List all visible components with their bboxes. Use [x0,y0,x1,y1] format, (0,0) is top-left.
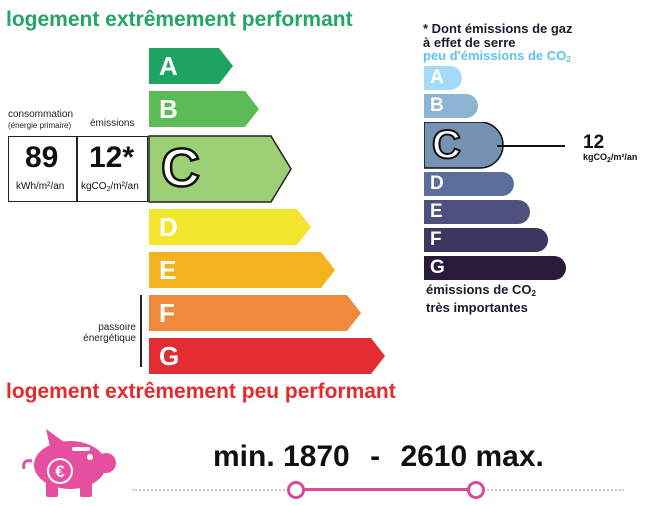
energy-class-letter: G [159,341,180,371]
ges-low-label: peu d'émissions de CO2 [423,48,571,64]
ges-class-b: B [424,94,482,118]
range-min-handle [287,481,305,499]
cost-min: min. 1870 [213,440,350,473]
ges-class-letter: A [430,67,444,88]
ges-bar-shape [424,172,514,196]
ges-class-letter: F [430,229,442,250]
passoire-bracket [140,295,142,367]
ges-high-label: émissions de CO2 très importantes [426,282,536,315]
energy-class-letter: D [159,212,178,242]
energy-arrow-shape [148,135,292,203]
energy-class-letter: C [160,137,202,200]
ges-bar-shape [424,66,462,90]
values-box: 89 kWh/m²/an 12* kgCO2/m²/an [8,136,148,202]
energy-class-letter: B [159,94,178,124]
energy-arrow-shape [149,252,335,288]
ges-class-g: G [424,256,570,280]
ges-unit: kgCO2/m²/an [583,152,638,164]
cost-max: 2610 max. [400,440,544,473]
ges-high-line2: très importantes [426,300,528,315]
consumption-label: consommation (énergie primaire) [8,109,73,131]
passoire-line1: passoire [98,322,136,333]
ges-class-d: D [424,172,518,196]
ges-class-e: E [424,200,534,224]
consumption-value: 89 [25,141,59,174]
emissions-label: émissions [90,118,135,129]
range-max-handle [467,481,485,499]
ges-class-c: C [423,121,507,169]
ges-note: * Dont émissions de gaz à effet de serre [423,22,573,50]
title-bottom: logement extrêmement peu performant [6,380,396,403]
passoire-label: passoire énergétique [80,322,136,344]
ges-bar-shape [424,256,566,280]
ges-class-f: F [424,228,552,252]
ges-note-line1: * Dont émissions de gaz [423,21,573,36]
euro-symbol: € [55,462,65,481]
title-top: logement extrêmement performant [6,8,353,31]
emissions-unit: kgCO2/m²/an [81,181,139,193]
consumption-label-line2: (énergie primaire) [8,121,72,130]
piggy-bank-icon: € [18,425,122,501]
cost-dash: - [370,440,381,473]
consumption-unit: kWh/m²/an [16,181,65,192]
energy-arrow-shape [149,209,311,245]
passoire-line2: énergétique [83,333,136,344]
energy-class-letter: F [159,298,175,328]
ges-high-line1: émissions de CO [426,282,532,297]
ges-class-letter: G [430,257,445,278]
energy-arrow-shape [149,338,385,374]
ges-class-letter: E [430,201,443,222]
ges-class-letter: D [430,173,444,194]
ges-class-letter: B [430,95,444,116]
values-separator [76,137,78,201]
ges-class-letter: C [431,122,462,168]
ges-bar-shape [424,228,548,252]
ges-class-a: A [424,66,466,90]
ges-pointer-line [497,145,565,147]
emissions-value: 12* [89,141,135,174]
ges-value: 12 [583,132,605,153]
cost-range: min. 1870 - 2610 max. [213,440,544,474]
energy-arrow-shape [149,295,361,331]
range-line [296,488,476,491]
ges-note-line2: à effet de serre [423,35,516,50]
ges-bar-shape [424,200,530,224]
consumption-label-line1: consommation [8,109,74,120]
energy-arrow-shape [149,91,259,127]
energy-arrow-shape [149,48,233,84]
energy-class-letter: E [159,255,177,285]
energy-class-letter: A [159,51,178,81]
ges-bar-shape [424,94,478,118]
